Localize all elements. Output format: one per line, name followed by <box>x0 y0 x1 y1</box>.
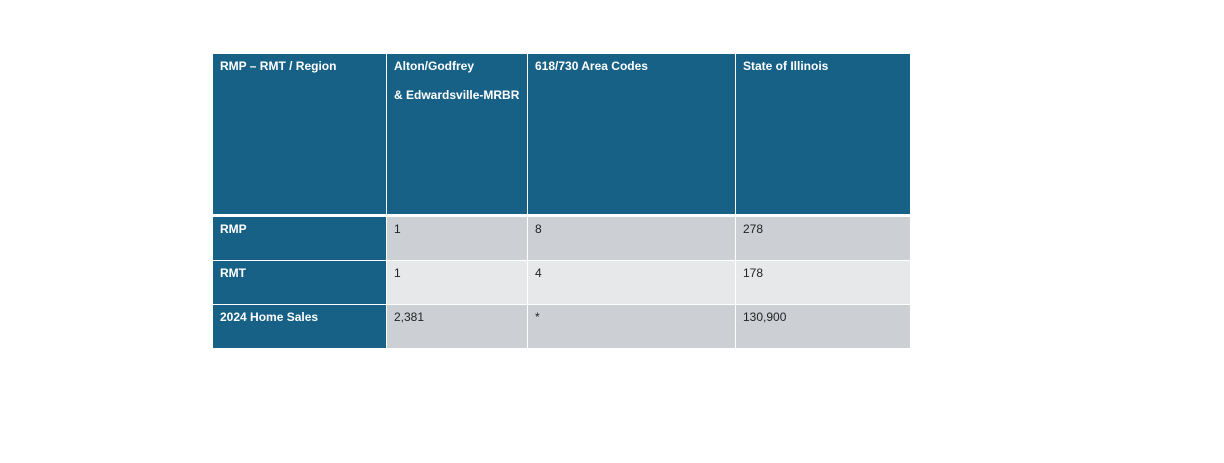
row-label: RMT <box>212 260 387 305</box>
header-cell-text: Alton/Godfrey <box>394 59 474 73</box>
header-cell-area-codes: 618/730 Area Codes <box>527 53 736 217</box>
table-cell: 8 <box>527 215 736 261</box>
table-cell: 178 <box>735 260 911 305</box>
table-cell: 278 <box>735 215 911 261</box>
header-cell-state: State of Illinois <box>735 53 911 217</box>
table-row-rmt: RMT 1 4 178 <box>212 260 911 305</box>
table-body: RMP 1 8 278 RMT 1 4 178 2024 Home Sales … <box>212 215 911 349</box>
header-cell-region: RMP – RMT / Region <box>212 53 387 217</box>
table-cell: 1 <box>386 260 528 305</box>
table-cell: 4 <box>527 260 736 305</box>
table-row-home-sales: 2024 Home Sales 2,381 * 130,900 <box>212 304 911 349</box>
header-cell-text: State of Illinois <box>743 59 829 73</box>
region-comparison-table: RMP – RMT / Region Alton/Godfrey & Edward… <box>212 53 911 349</box>
table-cell: 1 <box>386 215 528 261</box>
table-cell: * <box>527 304 736 349</box>
table-cell: 130,900 <box>735 304 911 349</box>
row-label: RMP <box>212 215 387 261</box>
header-row: RMP – RMT / Region Alton/Godfrey & Edward… <box>212 53 911 217</box>
row-label: 2024 Home Sales <box>212 304 387 349</box>
header-cell-text-line2: & Edwardsville-MRBR <box>394 88 520 102</box>
header-cell-text: RMP – RMT / Region <box>220 59 337 73</box>
header-cell-alton-godfrey: Alton/Godfrey & Edwardsville-MRBR <box>386 53 528 217</box>
table-header: RMP – RMT / Region Alton/Godfrey & Edward… <box>212 53 911 217</box>
table-cell: 2,381 <box>386 304 528 349</box>
header-cell-text: 618/730 Area Codes <box>535 59 648 73</box>
table-row-rmp: RMP 1 8 278 <box>212 215 911 261</box>
